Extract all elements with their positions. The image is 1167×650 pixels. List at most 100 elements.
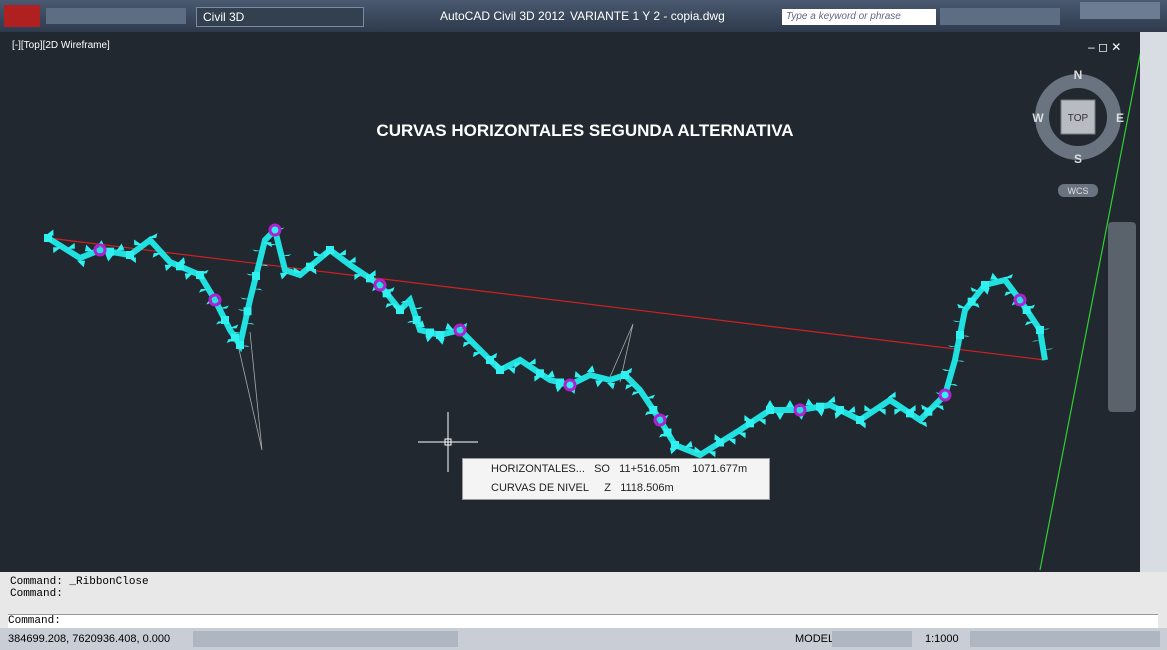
station-marker bbox=[436, 331, 444, 339]
station-tick bbox=[45, 229, 54, 236]
workspace-select[interactable]: Civil 3D bbox=[196, 7, 364, 27]
station-tick bbox=[1025, 321, 1035, 326]
station-tick bbox=[805, 398, 814, 406]
station-marker bbox=[566, 381, 574, 389]
station-tick bbox=[847, 406, 856, 413]
station-tick bbox=[623, 367, 633, 373]
station-tick bbox=[970, 303, 980, 308]
station-tick bbox=[337, 249, 346, 256]
leader bbox=[234, 331, 263, 451]
station-marker bbox=[956, 331, 964, 339]
tray-tools[interactable] bbox=[970, 631, 1160, 647]
crosshair bbox=[418, 412, 478, 472]
station-tick bbox=[257, 264, 269, 267]
station-tick bbox=[228, 324, 239, 329]
station-tick bbox=[834, 412, 843, 419]
annotation-scale[interactable]: 1:1000 bbox=[925, 633, 959, 645]
search-box[interactable]: Type a keyword or phrase bbox=[782, 9, 936, 25]
quick-access[interactable] bbox=[46, 8, 186, 24]
station-marker bbox=[671, 441, 679, 449]
station-tick bbox=[970, 287, 980, 292]
app-button[interactable] bbox=[4, 5, 40, 27]
command-input[interactable]: Command: bbox=[8, 614, 1158, 628]
viewport-label[interactable]: [-][Top][2D Wireframe] bbox=[12, 40, 110, 51]
station-tick bbox=[645, 394, 655, 399]
app-name: AutoCAD Civil 3D 2012 bbox=[440, 9, 565, 23]
station-tick bbox=[232, 331, 244, 334]
station-tick bbox=[462, 342, 472, 348]
station-tick bbox=[243, 323, 255, 325]
ucs-label[interactable]: WCS bbox=[1068, 186, 1089, 196]
curve-point bbox=[373, 278, 387, 292]
right-toolbar[interactable] bbox=[1140, 32, 1167, 572]
station-tick bbox=[776, 413, 784, 420]
station-marker bbox=[106, 247, 114, 256]
viewcube[interactable]: TOP N S E W WCS bbox=[1032, 68, 1124, 197]
station-tick bbox=[1042, 348, 1054, 350]
station-marker bbox=[856, 416, 864, 424]
station-tick bbox=[105, 254, 114, 262]
station-tick bbox=[494, 361, 503, 368]
station-tick bbox=[177, 257, 186, 264]
station-marker bbox=[649, 406, 658, 414]
command-prompt: Command: bbox=[8, 615, 61, 627]
station-tick bbox=[737, 432, 746, 439]
station-marker bbox=[496, 366, 504, 374]
model-tab[interactable]: MODEL bbox=[795, 633, 835, 645]
compass-e[interactable]: E bbox=[1116, 111, 1124, 125]
station-tick bbox=[293, 267, 303, 273]
compass-n[interactable]: N bbox=[1074, 68, 1083, 82]
station-tick bbox=[268, 244, 280, 246]
station-tick bbox=[942, 368, 953, 371]
station-marker bbox=[486, 356, 494, 364]
leader bbox=[609, 323, 634, 383]
station-tick bbox=[354, 274, 363, 280]
curve-point bbox=[268, 223, 282, 237]
compass-s[interactable]: S bbox=[1074, 152, 1082, 166]
station-tick bbox=[877, 409, 886, 415]
drafting-toggles[interactable] bbox=[193, 631, 458, 647]
station-tick bbox=[595, 380, 604, 388]
station-tick bbox=[816, 409, 825, 417]
station-tick bbox=[53, 247, 62, 254]
info-tools[interactable] bbox=[940, 8, 1060, 25]
curve-point bbox=[793, 403, 807, 417]
layout-tools[interactable] bbox=[832, 631, 912, 647]
curve-point bbox=[1013, 293, 1027, 307]
station-marker bbox=[126, 251, 134, 259]
station-marker bbox=[663, 428, 672, 437]
station-tick bbox=[981, 287, 990, 295]
station-tick bbox=[251, 288, 263, 291]
station-marker bbox=[252, 272, 260, 280]
station-marker bbox=[716, 438, 724, 447]
station-tick bbox=[935, 392, 947, 395]
station-marker bbox=[196, 271, 204, 279]
viewcube-face[interactable]: TOP bbox=[1068, 113, 1089, 124]
window-controls[interactable] bbox=[1080, 2, 1160, 19]
station-marker bbox=[1022, 306, 1031, 314]
station-marker bbox=[44, 234, 52, 242]
station-marker bbox=[536, 369, 544, 378]
station-tick bbox=[574, 371, 583, 378]
curve-point bbox=[563, 378, 577, 392]
tip-key: Z bbox=[604, 482, 612, 494]
station-tick bbox=[864, 405, 873, 411]
coordinates: 384699.208, 7620936.408, 0.000 bbox=[8, 633, 171, 645]
compass-w[interactable]: W bbox=[1032, 111, 1044, 125]
station-marker bbox=[326, 246, 334, 254]
rollover-tooltip: HORIZONTALES... SO 11+516.05m 1071.677m … bbox=[462, 458, 770, 500]
station-marker bbox=[906, 409, 914, 418]
station-tick bbox=[240, 297, 252, 300]
station-marker bbox=[941, 391, 949, 399]
baseline bbox=[47, 237, 1046, 361]
station-marker bbox=[766, 406, 774, 414]
station-marker bbox=[306, 262, 314, 271]
station-tick bbox=[887, 391, 896, 398]
station-marker bbox=[382, 289, 391, 298]
navigation-bar[interactable] bbox=[1108, 222, 1136, 412]
command-window[interactable]: Command: _RibbonClose Command: Command: bbox=[0, 572, 1167, 628]
viewport-controls[interactable]: – ◻ ✕ bbox=[1088, 40, 1122, 54]
station-tick bbox=[385, 287, 395, 292]
station-tick bbox=[1003, 274, 1013, 279]
